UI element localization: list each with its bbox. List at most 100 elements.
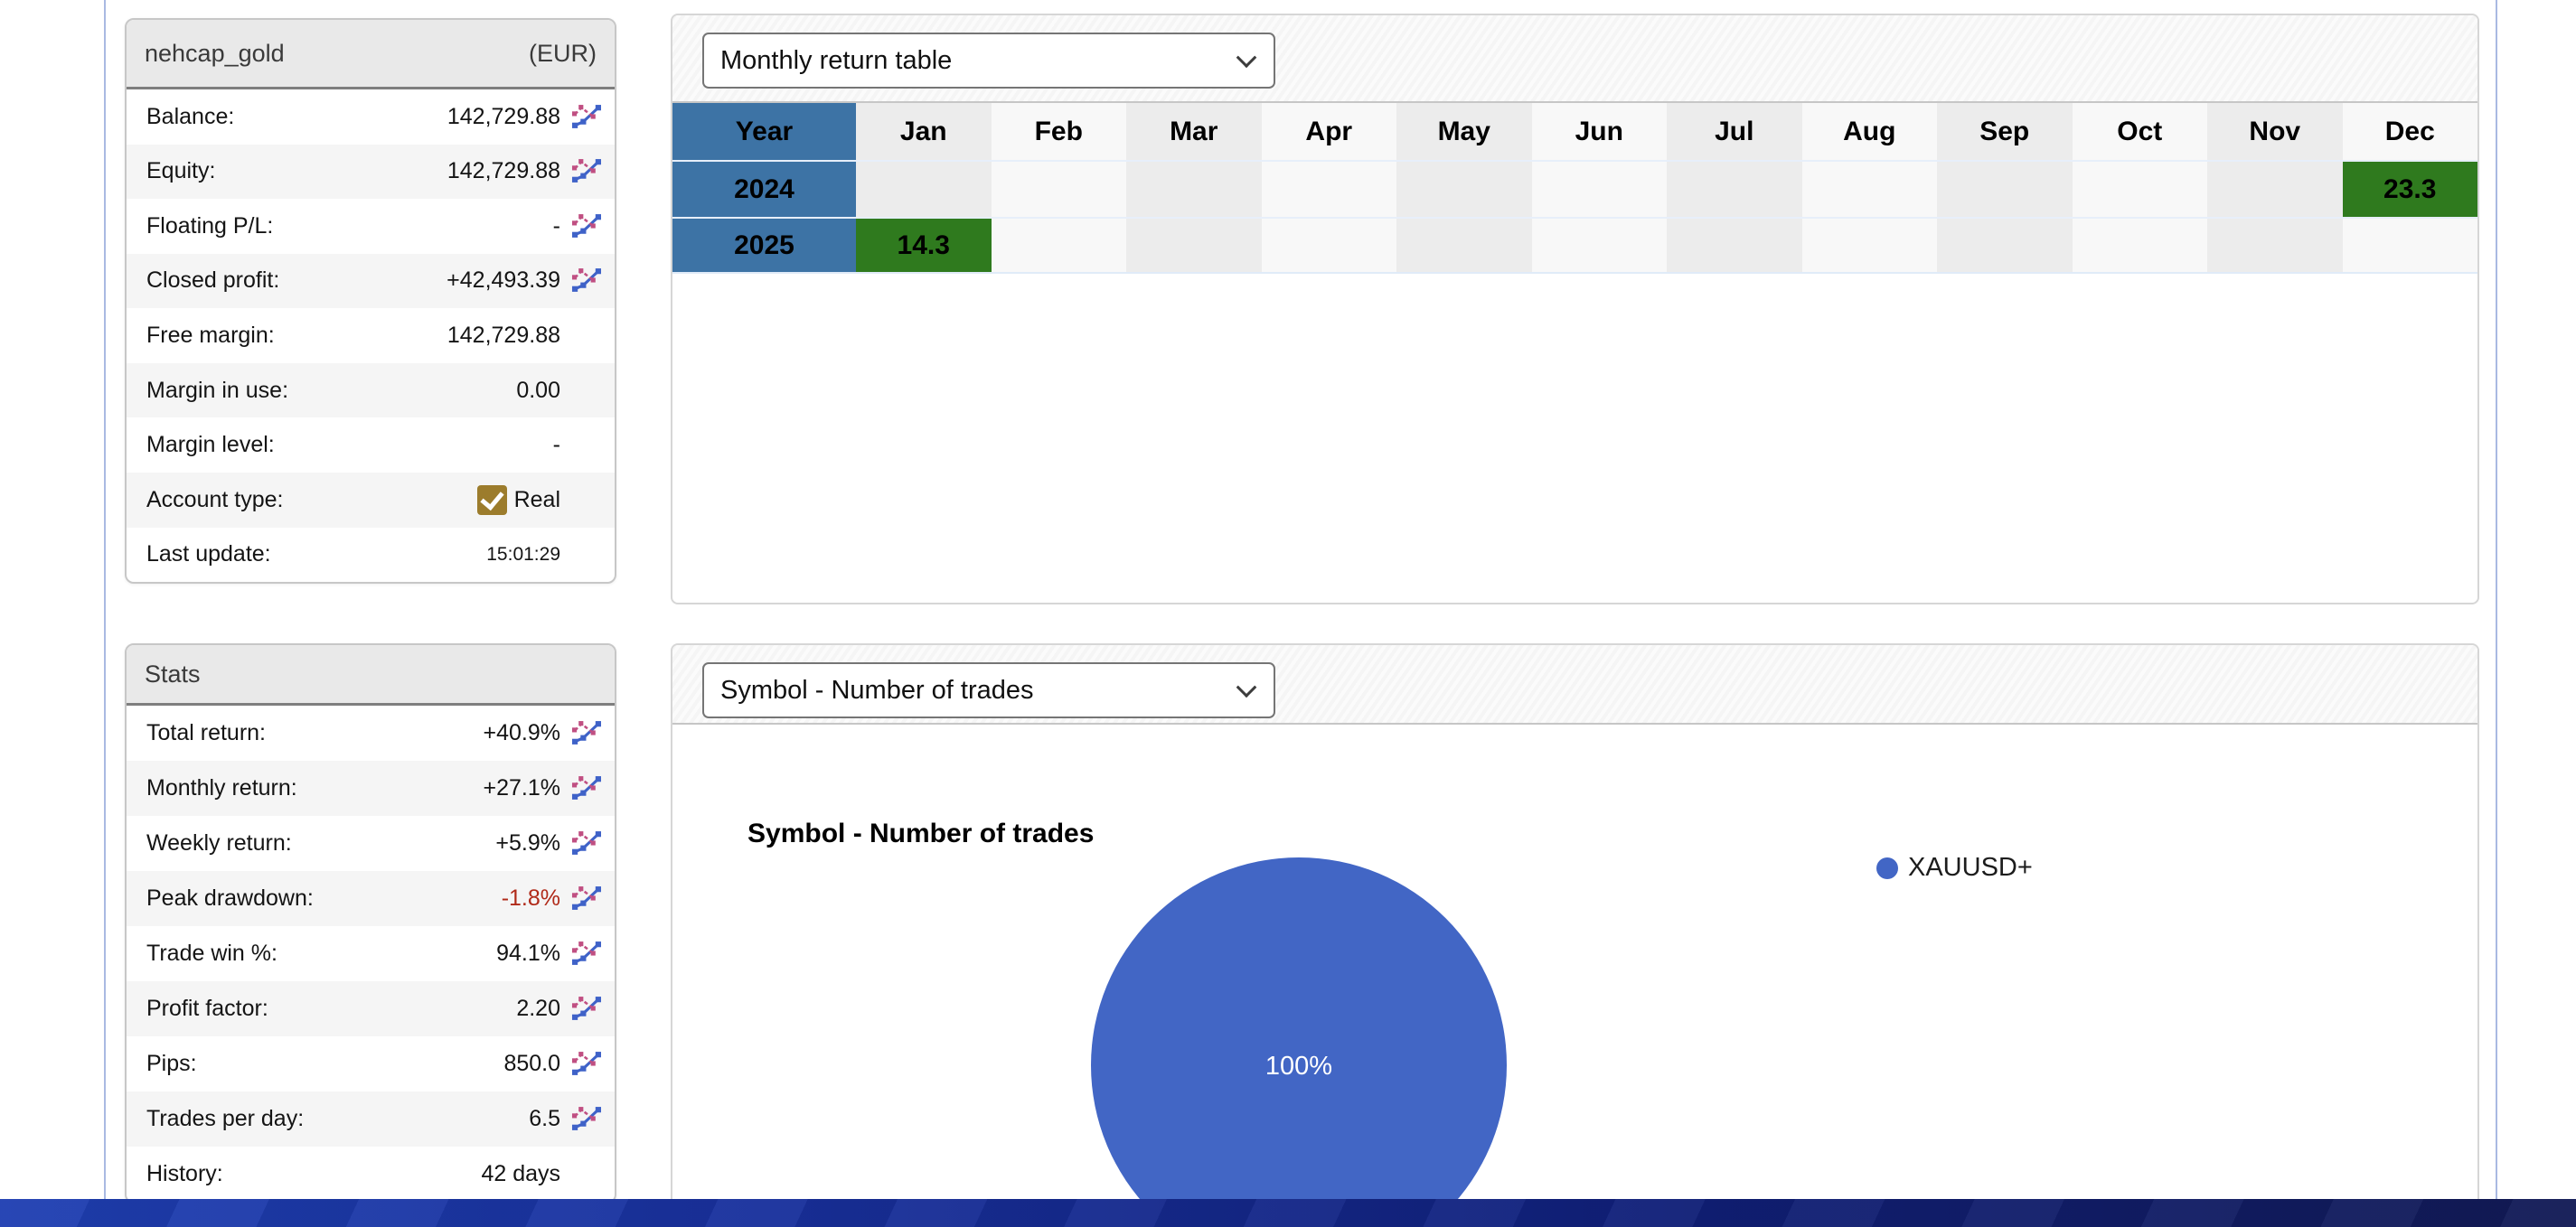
stats-row-value: 850.0 <box>503 1051 560 1076</box>
stats-row-value: 2.20 <box>516 996 560 1021</box>
account-row-valuewrap: +42,493.39 <box>447 267 560 294</box>
legend-item-xauusd[interactable]: XAUUSD+ <box>1876 853 2033 883</box>
mini-chart-icon[interactable] <box>570 157 604 185</box>
stats-row-label: History: <box>146 1161 223 1186</box>
account-row-valuewrap: 142,729.88 <box>447 158 560 184</box>
stats-row-iconslot <box>560 774 604 802</box>
symbol-trades-panel: Symbol - Number of trades Symbol - Numbe… <box>671 643 2479 1227</box>
stats-row: Total return: +40.9% <box>127 706 615 761</box>
pie-chart-title: Symbol - Number of trades <box>747 819 1095 848</box>
mini-chart-icon[interactable] <box>570 1105 604 1133</box>
mini-chart-icon[interactable] <box>570 267 604 295</box>
stats-row-label: Trades per day: <box>146 1106 305 1131</box>
stats-row: Peak drawdown: -1.8% <box>127 871 615 926</box>
account-row: Equity: 142,729.88 <box>127 144 615 200</box>
stats-row-value: 94.1% <box>496 941 560 966</box>
empty-cell <box>1531 217 1667 274</box>
stats-row-label: Profit factor: <box>146 996 268 1021</box>
page-right-border <box>2496 0 2497 1227</box>
stats-row-value: -1.8% <box>501 885 560 911</box>
pie-slice-label: 100% <box>1265 1052 1332 1081</box>
mini-chart-icon[interactable] <box>570 995 604 1023</box>
account-row: Last update: 15:01:29 <box>127 528 615 583</box>
return-cell: 14.3 <box>856 217 992 274</box>
account-row-valuewrap: - <box>553 432 560 458</box>
empty-cell <box>856 160 992 217</box>
account-row: Margin in use: 0.00 <box>127 362 615 418</box>
stats-row-valuewrap: +5.9% <box>495 830 560 857</box>
stats-row-label: Peak drawdown: <box>146 885 314 911</box>
monthly-return-panel: Monthly return table Year Jan Feb Mar Apr May… <box>671 14 2479 604</box>
pie-slice-xauusd[interactable] <box>1091 857 1507 1227</box>
stats-row: Profit factor: 2.20 <box>127 981 615 1036</box>
account-info-card: nehcap_gold (EUR) Balance: 142,729.88 Equi… <box>125 18 616 584</box>
mini-chart-icon[interactable] <box>570 719 604 747</box>
stats-row-valuewrap: 2.20 <box>516 996 560 1022</box>
stats-row: Monthly return: +27.1% <box>127 761 615 816</box>
account-row-value: 142,729.88 <box>447 323 560 349</box>
empty-cell <box>1667 160 1802 217</box>
stats-row: Pips: 850.0 <box>127 1036 615 1091</box>
account-row-label: Margin level: <box>146 432 275 458</box>
empty-cell <box>2207 160 2343 217</box>
mini-chart-icon[interactable] <box>570 212 604 240</box>
stats-row-iconslot <box>560 940 604 968</box>
account-row-iconslot <box>560 157 604 185</box>
account-row: Account type: Real <box>127 472 615 528</box>
stats-row-valuewrap: 94.1% <box>496 941 560 967</box>
account-row-value: - <box>552 212 560 239</box>
legend-label: XAUUSD+ <box>1908 853 2033 882</box>
account-row-label: Free margin: <box>146 323 275 349</box>
account-row-label: Equity: <box>146 158 216 184</box>
stats-row-iconslot <box>560 1050 604 1078</box>
stats-row-label: Pips: <box>146 1051 197 1076</box>
empty-cell <box>991 217 1126 274</box>
page-left-border <box>104 0 106 1227</box>
stats-row-iconslot <box>560 1105 604 1133</box>
stats-row: History: 42 days <box>127 1147 615 1202</box>
empty-cell <box>1126 160 1262 217</box>
empty-cell <box>2072 217 2207 274</box>
empty-cell <box>1396 160 1532 217</box>
mini-chart-icon[interactable] <box>570 774 604 802</box>
mini-chart-icon[interactable] <box>570 1050 604 1078</box>
stats-row-iconslot <box>560 829 604 857</box>
account-row-value: - <box>552 432 560 458</box>
monthly-return-table: Year Jan Feb Mar Apr May Jun Jul Aug Sep Oct Nov Dec… <box>672 103 2477 274</box>
symbol-panel-toolbar: Symbol - Number of trades <box>672 645 2477 725</box>
month-header-cell: Mar <box>1126 103 1262 160</box>
empty-cell <box>1261 160 1396 217</box>
account-card-header: nehcap_gold (EUR) <box>127 20 615 89</box>
monthly-view-select[interactable]: Monthly return table <box>702 33 1275 89</box>
stats-row-value: 6.5 <box>529 1106 560 1131</box>
mini-chart-icon[interactable] <box>570 103 604 131</box>
account-row-label: Account type: <box>146 486 284 512</box>
account-row-label: Last update: <box>146 541 271 567</box>
account-row-label: Closed profit: <box>146 267 280 294</box>
month-header-cell: Dec <box>2342 103 2477 160</box>
empty-cell <box>1396 217 1532 274</box>
mini-chart-icon[interactable] <box>570 829 604 857</box>
stats-rows: Total return: +40.9% Monthly return: +27.1%… <box>127 706 615 1202</box>
symbol-view-select[interactable]: Symbol - Number of trades <box>702 662 1275 718</box>
pie-chart: 100% <box>1091 857 1507 1227</box>
mini-chart-icon[interactable] <box>570 940 604 968</box>
empty-cell <box>1126 217 1262 274</box>
month-header-cell: Oct <box>2072 103 2207 160</box>
chevron-down-icon <box>1236 677 1257 698</box>
account-currency: (EUR) <box>529 39 597 67</box>
chevron-down-icon <box>1236 47 1257 69</box>
account-row: Balance: 142,729.88 <box>127 89 615 145</box>
month-header-cell: Apr <box>1261 103 1396 160</box>
month-header-cell: Jul <box>1667 103 1802 160</box>
empty-cell <box>1531 160 1667 217</box>
account-row-iconslot <box>560 212 604 240</box>
mini-chart-icon[interactable] <box>570 885 604 913</box>
stats-row-valuewrap: +40.9% <box>484 720 561 746</box>
account-row: Floating P/L: - <box>127 199 615 254</box>
stats-row-valuewrap: 42 days <box>481 1161 560 1187</box>
account-name: nehcap_gold <box>145 39 285 67</box>
stats-row-value: 42 days <box>481 1161 560 1186</box>
real-checkbox-icon <box>476 484 507 515</box>
